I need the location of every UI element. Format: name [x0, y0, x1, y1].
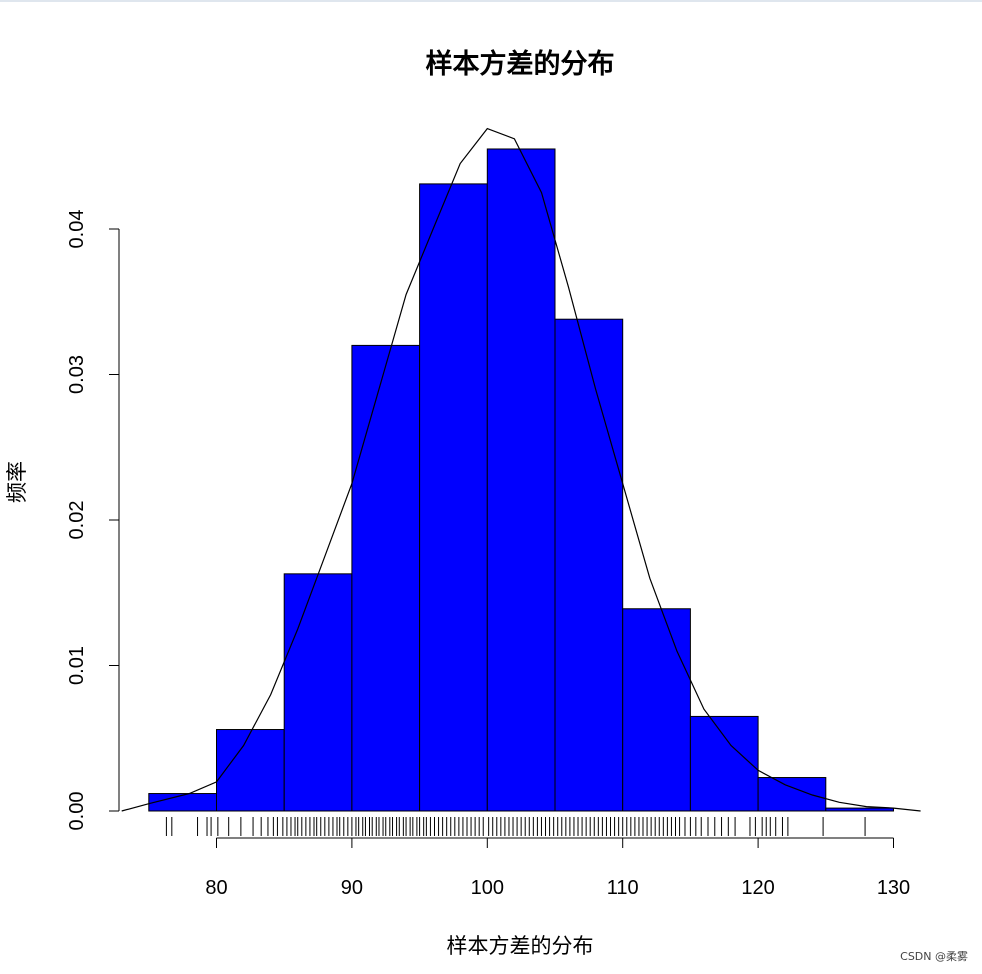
x-tick-label: 100	[471, 877, 504, 899]
histogram-bar	[825, 807, 894, 812]
histogram-bar	[148, 793, 217, 812]
rug-group	[165, 817, 866, 836]
y-tick-label: 0.03	[66, 355, 88, 394]
histogram-bar	[622, 608, 691, 812]
x-axis: 80 90 100 110 120 130	[205, 837, 910, 899]
density-group	[121, 127, 921, 812]
histogram-bar	[554, 318, 624, 812]
x-tick-label: 80	[205, 877, 227, 899]
x-tick-label: 110	[607, 877, 639, 899]
x-tick-label: 130	[877, 877, 910, 899]
y-axis-label: 频率	[5, 461, 29, 503]
x-tick-label: 90	[341, 877, 363, 899]
top-border	[0, 0, 982, 2]
watermark: CSDN @柔雾	[900, 950, 968, 963]
histogram-bar	[486, 148, 556, 812]
histogram-bar	[283, 573, 353, 812]
histogram-bar	[757, 777, 827, 812]
chart-title: 样本方差的分布	[426, 48, 615, 80]
y-tick-label: 0.00	[66, 792, 88, 831]
histogram-bar	[351, 344, 421, 812]
y-tick-label: 0.01	[66, 646, 88, 685]
x-axis-label: 样本方差的分布	[447, 934, 594, 958]
y-tick-label: 0.04	[66, 210, 88, 249]
y-axis: 0.00 0.01 0.02 0.03 0.04	[66, 210, 120, 831]
histogram-bar	[689, 715, 759, 812]
density-curve	[121, 127, 921, 812]
histogram-bar	[419, 183, 488, 812]
x-tick-label: 120	[741, 877, 774, 899]
bars-group	[148, 148, 894, 812]
histogram-bar	[216, 729, 285, 812]
y-tick-label: 0.02	[66, 501, 88, 540]
